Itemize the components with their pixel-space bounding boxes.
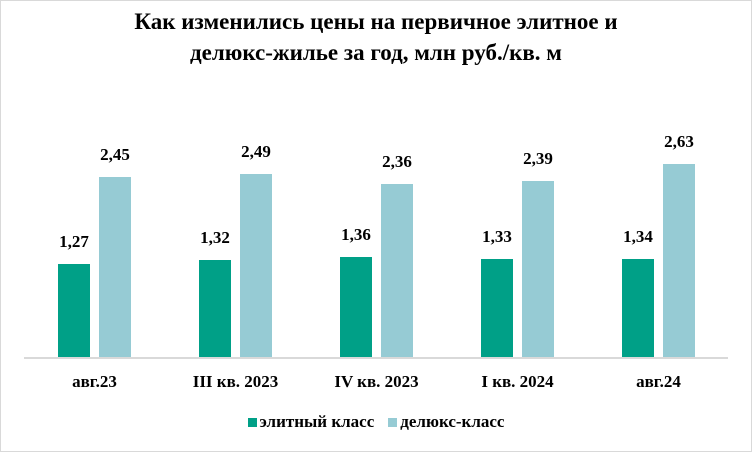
legend-item-elite: элитный класс: [247, 412, 375, 432]
legend-item-deluxe: делюкс-класс: [388, 412, 504, 432]
bar-deluxe: [663, 164, 695, 357]
chart-title: Как изменились цены на первичное элитное…: [0, 6, 752, 68]
bar-deluxe: [240, 174, 272, 357]
data-label-deluxe: 2,45: [100, 145, 130, 164]
data-label-deluxe: 2,49: [241, 142, 271, 161]
x-axis-tick-label: IV кв. 2023: [334, 372, 419, 391]
x-axis-tick-label: авг.23: [72, 372, 117, 391]
bar-elite: [481, 259, 513, 357]
x-axis-tick-label: авг.24: [636, 372, 681, 391]
bar-deluxe: [99, 177, 131, 357]
data-label-deluxe: 2,63: [664, 132, 694, 151]
x-axis-tick-label: III кв. 2023: [192, 372, 279, 391]
chart-title-line-1: Как изменились цены на первичное элитное…: [134, 9, 618, 34]
data-label-elite: 1,36: [341, 225, 371, 244]
bar-deluxe: [381, 184, 413, 357]
bar-elite: [58, 264, 90, 357]
bar-elite: [340, 257, 372, 357]
x-axis-line: [24, 357, 728, 359]
data-label-elite: 1,32: [200, 228, 230, 247]
bar-elite: [622, 259, 654, 357]
legend-swatch-elite: [247, 417, 257, 427]
legend-label-elite: элитный класс: [259, 412, 375, 431]
data-label-deluxe: 2,39: [523, 149, 553, 168]
bar-deluxe: [522, 181, 554, 357]
legend: элитный класс делюкс-класс: [0, 412, 752, 432]
legend-label-deluxe: делюкс-класс: [400, 412, 505, 431]
chart-title-line-2: делюкс-жилье за год, млн руб./кв. м: [190, 40, 562, 65]
data-label-elite: 1,34: [623, 227, 653, 246]
legend-swatch-deluxe: [388, 417, 398, 427]
x-axis-tick-label: I кв. 2024: [481, 372, 554, 391]
data-label-elite: 1,27: [59, 232, 89, 251]
bar-elite: [199, 260, 231, 357]
data-label-deluxe: 2,36: [382, 152, 412, 171]
data-label-elite: 1,33: [482, 227, 512, 246]
